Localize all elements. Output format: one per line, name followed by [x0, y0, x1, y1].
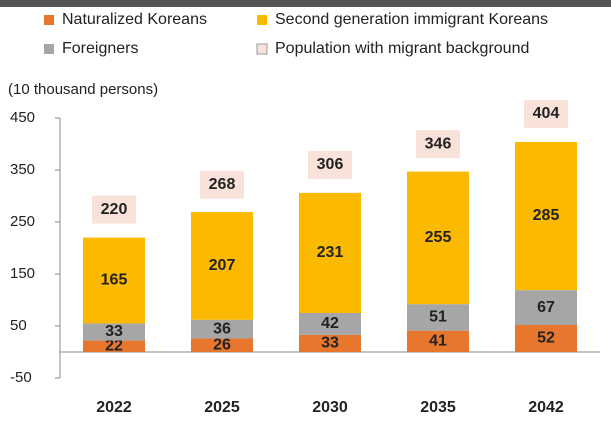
legend-label: Foreigners [62, 40, 138, 57]
x-tick-label: 2022 [96, 399, 132, 416]
legend-swatch [44, 15, 54, 25]
value-label: 51 [429, 309, 447, 326]
total-box [200, 170, 244, 199]
legend-swatch [44, 44, 54, 54]
legend-label: Population with migrant background [275, 40, 529, 57]
legend-swatch [256, 43, 268, 55]
bar-segment [191, 319, 253, 339]
bar-segment [83, 340, 145, 352]
total-label: 306 [317, 156, 344, 173]
legend-label: Second generation immigrant Koreans [275, 11, 548, 28]
value-label: 52 [537, 330, 555, 347]
y-axis-label: (10 thousand persons) [8, 81, 158, 98]
value-label: 255 [425, 229, 452, 246]
x-tick-label: 2042 [528, 399, 564, 416]
total-label: 404 [533, 105, 560, 122]
y-tick-label: 50 [10, 317, 27, 334]
y-tick-label: 350 [10, 161, 35, 178]
total-box [416, 130, 460, 159]
bar-segment [407, 330, 469, 352]
value-label: 22 [105, 337, 123, 354]
total-label: 268 [209, 176, 236, 193]
x-tick-label: 2025 [204, 399, 240, 416]
bar-segment [407, 304, 469, 331]
y-tick-label: 150 [10, 265, 35, 282]
bar-segment [191, 338, 253, 352]
bar-segment [83, 323, 145, 341]
value-label: 33 [105, 323, 123, 340]
value-label: 42 [321, 315, 339, 332]
y-tick-label: 450 [10, 109, 35, 126]
value-label: 165 [101, 272, 128, 289]
legend-swatch [257, 15, 267, 25]
value-label: 67 [537, 299, 555, 316]
bar-segment [407, 171, 469, 305]
total-box [308, 150, 352, 179]
bar-segment [83, 237, 145, 324]
bar-segment [515, 324, 577, 352]
y-tick-label: -50 [10, 369, 32, 386]
total-box [524, 99, 568, 128]
bar-segment [299, 192, 361, 313]
bar-segment [191, 212, 253, 320]
total-box [92, 195, 136, 224]
value-label: 36 [213, 320, 231, 337]
x-tick-label: 2035 [420, 399, 456, 416]
bar-segment [515, 141, 577, 291]
value-label: 207 [209, 257, 236, 274]
bar-segment [299, 334, 361, 352]
title-band [0, 0, 611, 7]
value-label: 26 [213, 336, 231, 353]
legend-label: Naturalized Koreans [62, 11, 207, 28]
value-label: 33 [321, 335, 339, 352]
bar-segment [299, 313, 361, 335]
y-tick-label: 250 [10, 213, 35, 230]
value-label: 231 [317, 244, 344, 261]
x-tick-label: 2030 [312, 399, 348, 416]
bar-segment [515, 290, 577, 325]
value-label: 285 [533, 207, 560, 224]
total-label: 220 [101, 201, 128, 218]
value-label: 41 [429, 333, 447, 350]
total-label: 346 [425, 135, 452, 152]
